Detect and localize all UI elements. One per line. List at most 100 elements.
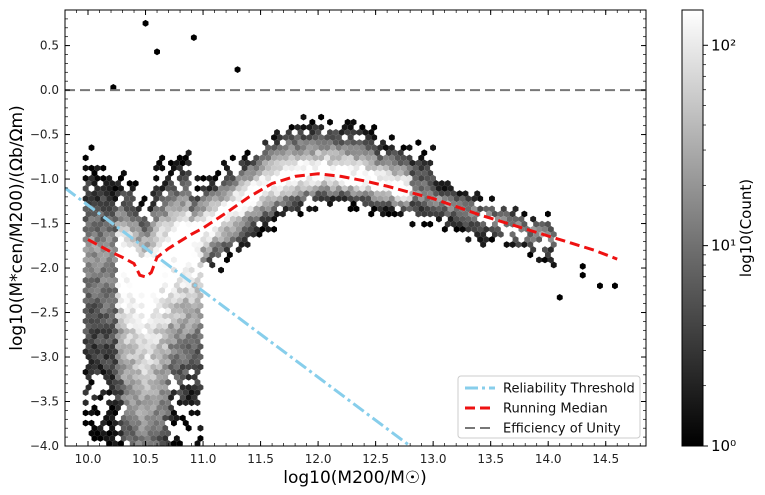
hexbin-cell xyxy=(120,424,127,432)
hexbin-cell xyxy=(129,205,136,213)
hexbin-cell xyxy=(215,241,222,248)
hexbin-cell xyxy=(456,220,463,228)
hexbin-cell xyxy=(88,419,95,427)
hexbin-cell xyxy=(238,220,245,228)
hexbin-cell xyxy=(141,276,148,284)
hexbin-cell xyxy=(288,164,295,172)
hexbin-cell xyxy=(362,190,369,197)
hexbin-cell xyxy=(400,174,407,182)
hexbin-cell xyxy=(112,348,118,356)
hexbin-cell xyxy=(300,164,307,172)
hexbin-cell xyxy=(191,333,198,340)
hexbin-cell xyxy=(129,185,136,192)
hexbin-cell xyxy=(182,256,189,264)
hexbin-cell xyxy=(397,159,404,167)
hexbin-cell xyxy=(147,368,154,376)
hexbin-cell xyxy=(120,292,127,299)
hexbin-cell xyxy=(141,327,148,335)
hexbin-cell xyxy=(94,205,101,213)
hexbin-cell xyxy=(241,225,248,233)
hexbin-cell xyxy=(468,200,475,208)
hexbin-cell xyxy=(185,231,192,238)
hexbin-cell xyxy=(115,180,121,187)
hexbin-cell xyxy=(159,358,166,366)
hexbin-cell xyxy=(338,190,345,197)
hexbin-cell xyxy=(115,363,121,371)
hexbin-cell xyxy=(147,307,154,315)
hexbin-cell xyxy=(512,205,519,213)
hexbin-cell xyxy=(123,429,130,437)
hexbin-cell xyxy=(268,159,275,167)
hexbin-cell xyxy=(179,251,186,259)
hexbin-cell xyxy=(156,302,163,310)
hexbin-cell xyxy=(194,338,201,345)
hexbin-cell xyxy=(262,190,269,197)
hexbin-cell xyxy=(194,399,201,407)
hexbin-cell xyxy=(188,246,195,254)
hexbin-cell xyxy=(185,241,192,248)
hexbin-cell xyxy=(185,353,192,361)
hexbin-cell xyxy=(492,210,498,218)
hexbin-cell xyxy=(371,134,378,141)
hexbin-cell xyxy=(103,261,110,269)
hexbin-cell xyxy=(176,287,183,294)
hexbin-cell xyxy=(176,195,183,203)
hexbin-cell xyxy=(380,200,386,208)
hexbin-cell xyxy=(153,195,160,203)
hexbin-cell xyxy=(489,225,495,233)
hexbin-cell xyxy=(194,256,201,264)
hexbin-cell xyxy=(118,327,124,335)
hexbin-cell xyxy=(365,164,372,172)
hexbin-cell xyxy=(197,200,204,208)
hexbin-cell xyxy=(159,297,166,305)
hexbin-cell xyxy=(388,164,395,172)
hexbin-cell xyxy=(306,174,313,182)
x-tick-label: 12.0 xyxy=(305,452,332,466)
hexbin-cell xyxy=(241,185,248,192)
hexbin-cell xyxy=(94,348,101,356)
hexbin-cell xyxy=(191,394,198,401)
hexbin-cell xyxy=(88,266,95,274)
hexbin-cell xyxy=(115,333,121,340)
hexbin-cell xyxy=(126,200,133,208)
hexbin-cell xyxy=(147,276,154,284)
hexbin-cell xyxy=(94,256,101,264)
hexbin-cell xyxy=(235,215,242,223)
hexbin-cell xyxy=(179,282,186,289)
hexbin-cell xyxy=(153,368,160,376)
hexbin-cell xyxy=(347,144,354,152)
hexbin-cell xyxy=(365,134,372,141)
hexbin-cell xyxy=(129,266,136,274)
hexbin-cell xyxy=(459,215,466,223)
hexbin-cell xyxy=(144,241,151,248)
hexbin-cell xyxy=(197,353,204,361)
hexbin-cell xyxy=(380,210,386,218)
hexbin-cell xyxy=(368,210,375,218)
hexbin-cell xyxy=(277,144,283,152)
hexbin-cell xyxy=(309,139,316,146)
hexbin-cell xyxy=(112,287,118,294)
hexbin-cell xyxy=(132,231,139,238)
hexbin-cell xyxy=(229,236,236,243)
hexbin-cell xyxy=(138,353,145,361)
hexbin-cell xyxy=(123,225,130,233)
hexbin-cell xyxy=(123,317,130,325)
hexbin-cell xyxy=(135,276,142,284)
hexbin-cell xyxy=(165,215,171,223)
hexbin-cell xyxy=(147,358,154,366)
hexbin-cell xyxy=(394,154,401,162)
hexbin-cell xyxy=(415,159,422,167)
hexbin-cell xyxy=(129,317,136,325)
hexbin-cell xyxy=(400,144,407,152)
hexbin-cell xyxy=(85,353,92,361)
hexbin-cell xyxy=(129,389,136,396)
hexbin-cell xyxy=(415,169,422,177)
hexbin-cell xyxy=(453,215,460,223)
hexbin-cell xyxy=(153,205,160,213)
hexbin-cell xyxy=(159,409,166,417)
hexbin-cell xyxy=(206,205,213,213)
hexbin-cell xyxy=(465,195,472,203)
hexbin-cell xyxy=(444,180,451,187)
hexbin-cell xyxy=(159,429,166,437)
hexbin-cell xyxy=(321,139,328,146)
